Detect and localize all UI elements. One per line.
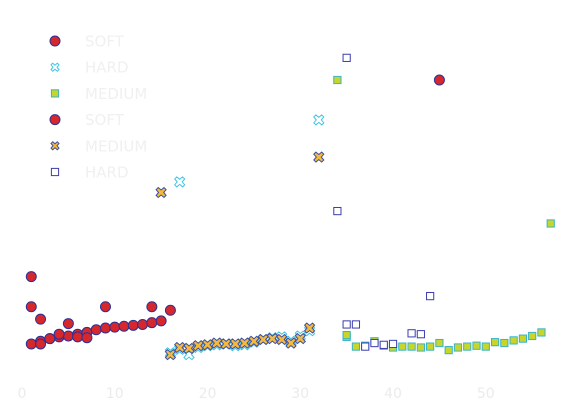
data-point-soft-series1-1 <box>25 338 37 350</box>
data-point-medium-series5-16 <box>303 322 316 334</box>
data-point-medium-series3-13 <box>453 343 463 352</box>
data-point-medium-series3-14 <box>463 342 472 351</box>
data-point-medium-series5-7 <box>220 338 232 350</box>
data-point-hard-series2-18 <box>313 114 325 126</box>
data-point-soft-series4-9 <box>81 332 93 344</box>
data-point-hard-series6-6 <box>379 340 388 349</box>
data-point-soft-series4-8 <box>72 331 84 343</box>
legend-label-hard: HARD <box>85 164 129 182</box>
data-point-soft-series4-2 <box>25 301 37 313</box>
data-point-soft-series4-3 <box>35 313 47 325</box>
data-point-medium-series3-22 <box>537 328 546 337</box>
legend-label-soft: SOFT <box>85 111 125 129</box>
plot-area <box>25 53 555 361</box>
data-point-soft-series4-5 <box>44 333 56 345</box>
data-point-medium-series5-14 <box>285 337 297 349</box>
data-point-soft-series1-11 <box>118 320 130 332</box>
data-point-hard-series2-17 <box>174 176 186 188</box>
data-point-medium-series5-1 <box>164 348 177 361</box>
data-point-soft-series1-14 <box>146 317 158 329</box>
data-point-medium-series3-7 <box>398 342 407 351</box>
data-point-medium-series3-20 <box>518 334 527 343</box>
data-point-hard-series6-7 <box>388 339 398 349</box>
data-point-soft-series1-15 <box>155 315 167 327</box>
data-point-medium-series5-12 <box>266 332 279 345</box>
data-point-soft-series1-8 <box>90 324 102 336</box>
legend-marker-medium <box>50 89 60 98</box>
data-point-soft-series1-5 <box>62 330 74 342</box>
x-tick-label: 20 <box>199 386 217 402</box>
data-point-medium-series3-25 <box>342 330 351 340</box>
data-point-hard-series6-11 <box>342 320 351 329</box>
data-point-hard-series6-5 <box>370 338 379 348</box>
data-point-medium-series5-11 <box>257 333 269 346</box>
data-point-hard-series6-9 <box>416 330 425 339</box>
legend-label-hard: HARD <box>85 59 129 77</box>
data-point-medium-series3-9 <box>416 343 425 352</box>
data-point-medium-series3-17 <box>490 338 500 347</box>
legend-marker-medium <box>50 141 60 151</box>
data-point-medium-series5-5 <box>201 339 214 351</box>
data-point-medium-series3-15 <box>472 341 481 350</box>
data-point-medium-series3-8 <box>407 342 416 351</box>
x-tick-label: 30 <box>291 386 309 402</box>
data-point-hard-series6-10 <box>426 292 435 301</box>
data-point-soft-series4-6 <box>53 328 65 340</box>
x-tick-label: 0 <box>18 386 27 402</box>
data-point-medium-series3-12 <box>444 346 453 355</box>
data-point-medium-series3-24 <box>333 75 342 85</box>
legend-label-soft: SOFT <box>85 33 125 51</box>
legend-label-medium: MEDIUM <box>85 137 147 155</box>
data-point-soft-series1-10 <box>109 321 121 333</box>
data-point-medium-series3-18 <box>500 338 509 348</box>
data-point-soft-series4-4 <box>35 338 47 350</box>
legend: SOFT HARD MEDIUM SOFT MEDIUM HARD <box>49 33 147 182</box>
x-axis: 0 10 20 30 40 50 <box>18 386 495 402</box>
data-point-soft-series1-13 <box>137 318 149 330</box>
data-point-hard-series6-2 <box>342 53 351 62</box>
data-point-medium-series3-2 <box>351 342 361 351</box>
data-point-soft-series4-12 <box>164 304 176 316</box>
data-point-soft-series4-7 <box>62 318 74 330</box>
data-point-hard-series6-8 <box>407 329 416 338</box>
data-point-soft-series4-11 <box>146 301 158 313</box>
data-point-medium-series3-10 <box>426 342 435 351</box>
data-point-medium-series5-18 <box>313 151 325 163</box>
legend-marker-hard <box>50 167 60 177</box>
data-point-medium-series5-10 <box>248 335 260 347</box>
data-point-hard-series6-3 <box>351 320 361 329</box>
data-point-soft-series1-12 <box>127 319 139 331</box>
data-point-soft-series1-9 <box>99 322 111 334</box>
data-point-medium-series5-6 <box>211 337 223 349</box>
data-point-medium-series5-15 <box>294 332 306 345</box>
data-point-medium-series3-16 <box>481 342 490 351</box>
legend-marker-hard <box>50 62 60 72</box>
data-point-medium-series5-13 <box>276 333 288 346</box>
x-tick-label: 10 <box>106 386 124 402</box>
data-point-medium-series5-8 <box>229 338 241 350</box>
data-point-medium-series5-17 <box>155 186 167 199</box>
data-point-medium-series5-3 <box>183 342 195 355</box>
data-point-soft-series4-10 <box>99 301 111 313</box>
x-tick-label: 50 <box>477 386 495 402</box>
data-point-hard-series6-4 <box>361 342 370 351</box>
x-tick-label: 40 <box>384 386 402 402</box>
data-point-medium-series5-9 <box>238 337 251 349</box>
data-point-soft-series4-1 <box>25 271 37 283</box>
data-point-medium-series3-23 <box>546 219 555 228</box>
legend-marker-soft <box>49 114 61 126</box>
data-point-medium-series3-19 <box>509 336 518 345</box>
data-point-medium-series5-4 <box>192 340 204 352</box>
data-point-medium-series3-11 <box>435 338 444 348</box>
legend-marker-soft <box>49 35 61 47</box>
legend-label-medium: MEDIUM <box>85 85 147 103</box>
data-point-soft-series4-13 <box>433 74 445 86</box>
data-point-medium-series5-2 <box>174 341 186 354</box>
data-point-medium-series3-21 <box>528 331 537 341</box>
data-point-hard-series6-1 <box>333 206 342 216</box>
